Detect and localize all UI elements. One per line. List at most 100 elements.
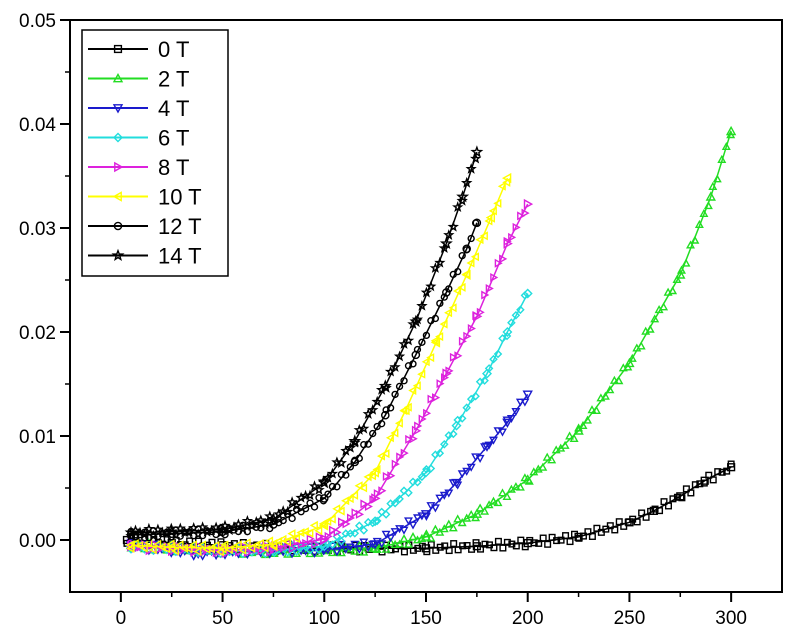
trace-marker	[354, 545, 364, 554]
trace-marker	[311, 539, 320, 549]
trace-marker	[498, 428, 507, 437]
trace-marker	[454, 351, 463, 361]
trace-marker	[171, 546, 180, 556]
trace-marker	[490, 544, 498, 552]
trace-marker	[256, 538, 265, 548]
x-tick-label: 50	[212, 608, 233, 629]
trace-marker	[515, 482, 525, 491]
trace-marker	[489, 354, 498, 364]
trace-marker	[332, 504, 341, 514]
trace-marker	[481, 540, 489, 548]
trace-marker	[547, 455, 557, 464]
trace-marker	[266, 524, 274, 533]
trace-marker	[359, 547, 369, 556]
trace-marker	[439, 319, 448, 329]
trace-marker	[399, 406, 408, 416]
trace-marker	[471, 219, 480, 227]
trace-marker	[366, 403, 379, 415]
trace-marker	[606, 522, 614, 530]
trace-marker	[386, 534, 396, 543]
trace-marker	[192, 528, 204, 540]
trace-marker	[439, 524, 449, 533]
trace-marker	[588, 532, 596, 540]
trace-marker	[703, 200, 713, 210]
trace-marker	[251, 540, 260, 550]
trace-marker	[269, 542, 278, 552]
trace-marker	[517, 211, 526, 221]
trace-marker	[723, 467, 731, 475]
trace-marker	[186, 537, 194, 545]
y-tick-label: 0.00	[19, 531, 56, 552]
trace-marker	[174, 522, 186, 534]
trace-marker	[354, 481, 363, 491]
legend-label: 2 T	[158, 67, 189, 92]
legend-item-14-t: 14 T	[88, 244, 202, 269]
data-point	[675, 269, 686, 279]
trace-marker	[376, 451, 385, 461]
trace-marker	[440, 440, 449, 449]
trace-marker	[371, 395, 383, 407]
trace-marker	[165, 522, 177, 534]
legend-marker	[113, 221, 123, 231]
trace-marker	[408, 532, 418, 541]
data-point	[470, 145, 484, 158]
trace-marker	[461, 269, 470, 279]
trace-marker	[314, 548, 324, 557]
trace-marker	[412, 381, 421, 391]
trace-marker	[623, 362, 633, 371]
trace-marker	[237, 522, 249, 534]
trace-marker	[472, 539, 480, 547]
trace-marker	[150, 539, 159, 549]
trace-marker	[432, 393, 441, 403]
trace-marker	[134, 526, 146, 538]
trace-marker	[520, 473, 530, 482]
trace-marker	[521, 208, 530, 218]
data-point	[482, 368, 492, 379]
trace-marker	[314, 526, 323, 536]
trace-marker	[417, 369, 426, 379]
trace-marker	[229, 543, 238, 553]
legend-label: 6 T	[158, 126, 189, 151]
trace-marker	[333, 527, 342, 537]
trace-marker	[494, 258, 503, 268]
trace-marker	[423, 548, 431, 556]
trace-marker	[511, 311, 521, 320]
trace-marker	[328, 482, 337, 491]
trace-marker	[346, 463, 354, 471]
trace-marker	[435, 494, 445, 503]
trace-marker	[497, 181, 506, 191]
legend-box	[81, 29, 229, 277]
trace-marker	[420, 286, 433, 298]
trace-marker	[297, 540, 306, 549]
trace-marker	[324, 490, 332, 498]
data-point	[502, 418, 513, 428]
trace-marker	[380, 381, 392, 393]
trace-marker	[417, 472, 427, 482]
data-point	[348, 434, 362, 447]
trace-marker	[481, 290, 490, 300]
trace-marker	[593, 524, 601, 532]
trace-marker	[409, 434, 418, 444]
trace-marker	[391, 390, 399, 399]
trace-marker	[512, 542, 520, 550]
trace-marker	[287, 529, 296, 539]
trace-marker	[687, 489, 695, 497]
trace-marker	[444, 519, 454, 528]
trace-marker	[484, 364, 494, 373]
legend-item-6-t: 6 T	[88, 126, 189, 151]
trace-marker	[247, 543, 256, 553]
trace-marker	[672, 274, 682, 283]
trace-marker	[466, 463, 476, 472]
data-point	[430, 337, 441, 348]
trace-marker	[390, 528, 400, 537]
trace-marker	[369, 429, 377, 438]
trace-marker	[721, 141, 731, 151]
trace-marker	[472, 311, 481, 321]
trace-marker	[409, 546, 417, 554]
trace-marker	[421, 357, 430, 367]
trace-marker	[627, 353, 637, 362]
trace-marker	[535, 539, 543, 547]
trace-marker	[300, 527, 309, 537]
trace-marker	[530, 539, 538, 547]
trace-marker	[363, 541, 373, 550]
